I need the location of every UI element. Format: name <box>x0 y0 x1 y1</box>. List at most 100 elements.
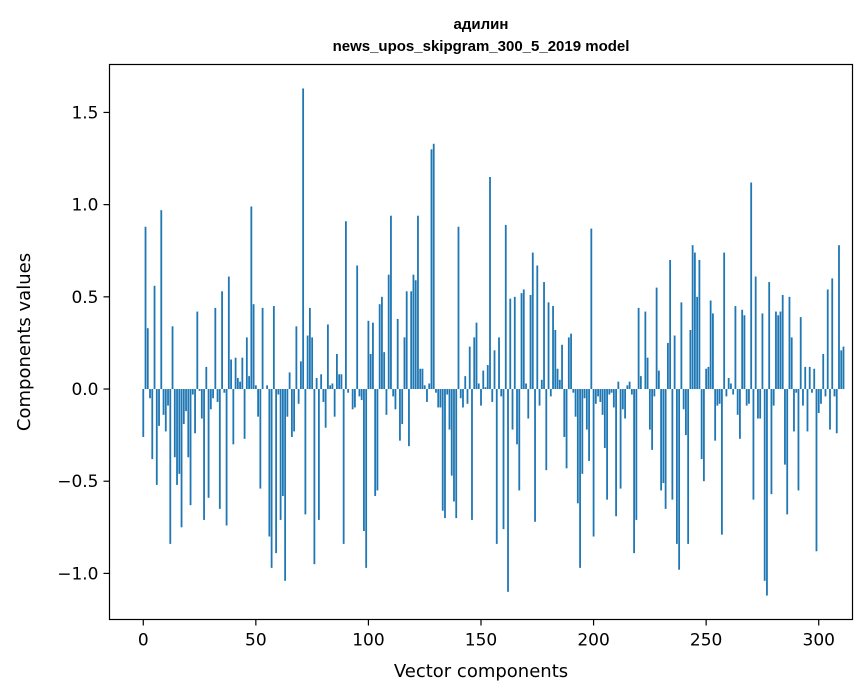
bar <box>160 210 163 390</box>
bar <box>419 368 422 390</box>
bar <box>822 353 825 390</box>
bar <box>588 389 590 461</box>
bar <box>509 298 512 390</box>
bar <box>624 389 626 419</box>
bar <box>277 389 280 395</box>
bar <box>635 389 638 520</box>
bar <box>684 389 687 436</box>
y-axis-ticks: −1.0 −0.5 0.0 0.5 1.0 1.5 <box>57 103 110 584</box>
bar <box>795 389 798 393</box>
bar <box>567 337 570 390</box>
bar <box>376 389 379 491</box>
bar <box>531 252 534 390</box>
bar <box>829 389 831 430</box>
bar <box>225 389 228 526</box>
bar <box>759 389 762 419</box>
bar <box>381 296 383 390</box>
bar <box>696 296 699 390</box>
bar <box>529 294 532 390</box>
chart-title: адилин <box>454 16 509 33</box>
bar <box>741 309 744 390</box>
bar <box>342 389 345 544</box>
bar <box>365 389 368 568</box>
bar <box>730 383 732 390</box>
bar <box>799 317 802 390</box>
bar <box>286 389 289 417</box>
bar <box>144 226 147 390</box>
bar <box>745 389 748 406</box>
bar <box>457 226 460 390</box>
bar <box>399 389 401 441</box>
bar <box>169 389 172 544</box>
bar <box>561 344 563 390</box>
bar <box>653 389 656 397</box>
bar <box>570 333 572 390</box>
bar <box>626 385 629 390</box>
bars-group <box>142 88 845 596</box>
bar <box>484 387 487 390</box>
bar <box>511 389 514 430</box>
bar <box>306 335 309 390</box>
bar <box>385 389 388 415</box>
bar <box>200 389 203 419</box>
bar <box>581 389 584 474</box>
bar <box>347 389 350 393</box>
bar <box>360 389 363 401</box>
bar <box>558 379 561 390</box>
bar <box>284 389 287 581</box>
bar <box>680 302 683 390</box>
bar <box>317 389 320 520</box>
bar <box>417 215 419 390</box>
bar <box>482 370 485 390</box>
bar <box>617 381 620 390</box>
bar <box>396 318 399 390</box>
bar <box>336 353 338 390</box>
bar <box>480 389 482 406</box>
bar <box>155 389 158 485</box>
bar <box>549 389 552 397</box>
bar <box>840 350 843 390</box>
bar <box>651 389 654 450</box>
bar <box>313 389 316 565</box>
bar <box>446 389 449 395</box>
bar <box>340 374 343 390</box>
bar <box>354 389 356 408</box>
bar <box>757 389 759 419</box>
bar <box>437 389 440 408</box>
bar <box>507 389 509 592</box>
x-tick-label: 0 <box>138 631 149 651</box>
bar <box>748 389 750 404</box>
bar <box>257 389 259 417</box>
bar <box>594 389 597 404</box>
bar <box>198 389 201 391</box>
bar <box>486 365 489 390</box>
bar <box>592 389 595 537</box>
bar <box>468 346 471 390</box>
bar <box>158 389 160 426</box>
bar <box>520 293 523 390</box>
bar <box>766 389 768 596</box>
bar <box>817 389 820 413</box>
bar <box>207 389 210 498</box>
bar <box>275 389 278 554</box>
bar <box>781 294 784 390</box>
y-tick-label: −1.0 <box>57 564 98 584</box>
bar <box>227 276 230 390</box>
bar <box>669 259 672 390</box>
x-tick-label: 300 <box>803 631 835 651</box>
bar <box>603 389 606 449</box>
bar <box>608 389 611 395</box>
bar <box>813 368 816 390</box>
bar <box>538 389 541 406</box>
bar <box>534 389 536 522</box>
bar <box>489 176 491 390</box>
bar <box>768 282 771 390</box>
bar <box>831 278 834 390</box>
bar <box>180 389 183 528</box>
bar <box>250 206 253 390</box>
bar <box>543 282 545 390</box>
bar <box>272 306 275 390</box>
bar <box>579 389 581 568</box>
bar <box>218 389 221 509</box>
bar <box>185 389 187 412</box>
